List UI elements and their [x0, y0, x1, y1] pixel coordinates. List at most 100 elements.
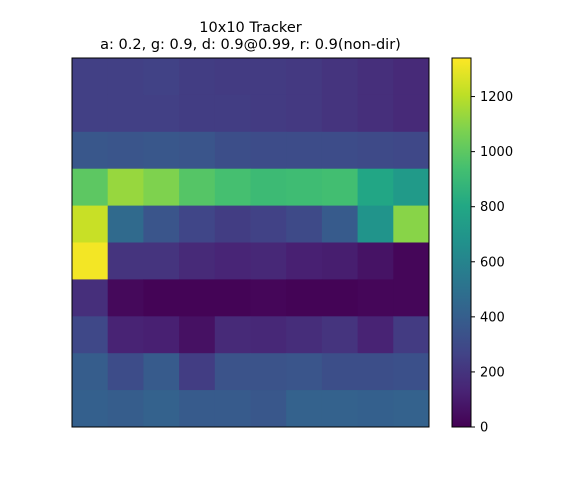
heatmap-cell-r1-c5: [250, 94, 287, 133]
colorbar-tick-label: 600: [480, 255, 505, 270]
heatmap-cell-r2-c6: [286, 131, 323, 170]
heatmap-cell-r8-c1: [107, 353, 144, 391]
heatmap-cell-r6-c0: [72, 279, 109, 317]
heatmap-cell-r7-c5: [250, 316, 287, 354]
heatmap-cell-r9-c5: [250, 390, 287, 428]
heatmap-cell-r2-c1: [107, 131, 144, 170]
heatmap-cell-r7-c9: [393, 316, 430, 354]
heatmap-cell-r1-c2: [143, 94, 180, 133]
heatmap-cell-r1-c9: [393, 94, 430, 133]
heatmap-cell-r7-c0: [72, 316, 109, 354]
heatmap-cell-r9-c9: [393, 390, 430, 428]
colorbar-tick-label: 400: [480, 310, 505, 325]
colorbar-tick-label: 200: [480, 365, 505, 380]
heatmap-cell-r0-c0: [72, 58, 109, 96]
heatmap-cell-r8-c0: [72, 353, 109, 391]
heatmap-cell-r5-c2: [143, 242, 180, 280]
heatmap-cell-r1-c3: [179, 94, 216, 133]
heatmap-cell-r7-c8: [357, 316, 394, 354]
colorbar-gradient: [452, 58, 471, 427]
heatmap-cell-r9-c1: [107, 390, 144, 428]
heatmap-cell-r0-c1: [107, 58, 144, 96]
heatmap-cell-r1-c7: [321, 94, 359, 133]
heatmap-cell-r3-c4: [214, 168, 251, 207]
heatmap-cell-r3-c0: [72, 168, 109, 207]
heatmap-cell-r5-c5: [250, 242, 287, 280]
heatmap-cell-r8-c7: [321, 353, 359, 391]
heatmap-cell-r7-c4: [214, 316, 251, 354]
heatmap-cell-r8-c6: [286, 353, 323, 391]
heatmap-cell-r6-c3: [179, 279, 216, 317]
heatmap-cell-r4-c0: [72, 205, 109, 243]
heatmap-cell-r3-c1: [107, 168, 144, 207]
colorbar-tick-label: 0: [480, 421, 488, 436]
heatmap-cell-r8-c2: [143, 353, 180, 391]
heatmap-cell-r3-c6: [286, 168, 323, 207]
heatmap-cell-r0-c9: [393, 58, 430, 96]
heatmap-cell-r4-c2: [143, 205, 180, 243]
heatmap-cell-r0-c5: [250, 58, 287, 96]
heatmap-cell-r3-c2: [143, 168, 180, 207]
heatmap-cell-r4-c5: [250, 205, 287, 243]
colorbar-tick-label: 1000: [480, 145, 513, 160]
heatmap-cell-r3-c3: [179, 168, 216, 207]
colorbar-tick-label: 800: [480, 200, 505, 215]
heatmap-cell-r1-c6: [286, 94, 323, 133]
heatmap-cell-r5-c4: [214, 242, 251, 280]
chart-subtitle: a: 0.2, g: 0.9, d: 0.9@0.99, r: 0.9(non-…: [100, 37, 401, 53]
heatmap-cell-r0-c2: [143, 58, 180, 96]
heatmap-cell-r5-c3: [179, 242, 216, 280]
heatmap-cell-r5-c8: [357, 242, 394, 280]
heatmap-cell-r3-c7: [321, 168, 359, 207]
heatmap-cell-r5-c6: [286, 242, 323, 280]
heatmap-cell-r4-c1: [107, 205, 144, 243]
heatmap-cell-r7-c3: [179, 316, 216, 354]
heatmap-cell-r8-c3: [179, 353, 216, 391]
colorbar: 0 200 400 600 800 1000 1200: [451, 57, 513, 436]
heatmap-cell-r4-c4: [214, 205, 251, 243]
heatmap-cell-r6-c2: [143, 279, 180, 317]
heatmap-cell-r9-c8: [357, 390, 394, 428]
heatmap-cell-r6-c8: [357, 279, 394, 317]
plot-frame: [71, 57, 430, 428]
heatmap-cell-r2-c2: [143, 131, 180, 170]
heatmap-cell-r7-c1: [107, 316, 144, 354]
heatmap-cell-r3-c9: [393, 168, 430, 207]
heatmap-cell-r5-c9: [393, 242, 430, 280]
heatmap-cell-r9-c7: [321, 390, 359, 428]
heatmap-cell-r5-c0: [72, 242, 109, 280]
heatmap-cell-r6-c5: [250, 279, 287, 317]
heatmap-cell-r6-c6: [286, 279, 323, 317]
heatmap-cell-r4-c8: [357, 205, 394, 243]
colorbar-tick-label: 1200: [480, 90, 513, 105]
chart-title: 10x10 Tracker: [199, 20, 302, 36]
heatmap-cell-r2-c7: [321, 131, 359, 170]
heatmap-cell-r4-c3: [179, 205, 216, 243]
heatmap-cell-r2-c8: [357, 131, 394, 170]
heatmap-cell-r2-c5: [250, 131, 287, 170]
heatmap-cell-r9-c2: [143, 390, 180, 428]
heatmap-cell-r1-c4: [214, 94, 251, 133]
heatmap-cell-r2-c4: [214, 131, 251, 170]
heatmap-cell-r1-c1: [107, 94, 144, 133]
heatmap-cell-r0-c4: [214, 58, 251, 96]
heatmap-cell-r6-c1: [107, 279, 144, 317]
colorbar-frame: [451, 57, 472, 428]
heatmap-cell-r7-c7: [321, 316, 359, 354]
heatmap-cell-r2-c9: [393, 131, 430, 170]
heatmap-cell-r6-c4: [214, 279, 251, 317]
heatmap-cell-r8-c9: [393, 353, 430, 391]
heatmap-cell-r0-c8: [357, 58, 394, 96]
heatmap-cell-r7-c2: [143, 316, 180, 354]
heatmap-cell-r0-c7: [321, 58, 359, 96]
heatmap-cell-r8-c5: [250, 353, 287, 391]
heatmap-cell-r4-c6: [286, 205, 323, 243]
heatmap-cell-r2-c3: [179, 131, 216, 170]
heatmap-cell-r6-c9: [393, 279, 430, 317]
heatmap-cell-r3-c8: [357, 168, 394, 207]
heatmap-cell-r4-c7: [321, 205, 359, 243]
heatmap-cell-r9-c3: [179, 390, 216, 428]
heatmap-cell-r7-c6: [286, 316, 323, 354]
heatmap-cell-r4-c9: [393, 205, 430, 243]
